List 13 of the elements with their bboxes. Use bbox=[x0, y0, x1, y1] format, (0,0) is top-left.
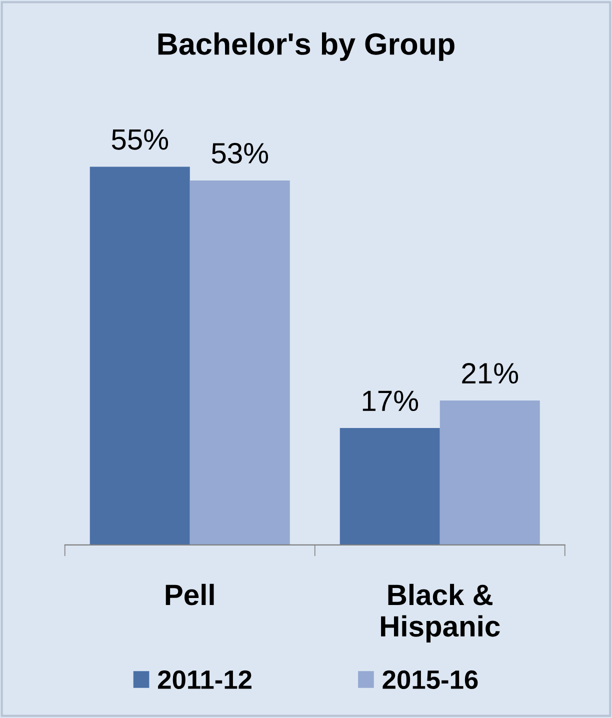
x-tick-label: Pell bbox=[166, 584, 214, 606]
data-label: 21% bbox=[462, 363, 518, 384]
legend-label: 2015-16 bbox=[382, 670, 478, 690]
data-label: 17% bbox=[362, 390, 418, 412]
chart-title: Bachelor's by Group bbox=[158, 32, 454, 61]
x-tick-label: Black & Hispanic bbox=[381, 584, 500, 642]
bar bbox=[340, 428, 440, 545]
bar bbox=[90, 166, 190, 545]
legend-label: 2011-12 bbox=[158, 670, 252, 690]
bar bbox=[190, 180, 290, 545]
bar bbox=[440, 400, 540, 545]
data-label: 55% bbox=[112, 129, 168, 150]
data-label: 53% bbox=[212, 142, 268, 164]
